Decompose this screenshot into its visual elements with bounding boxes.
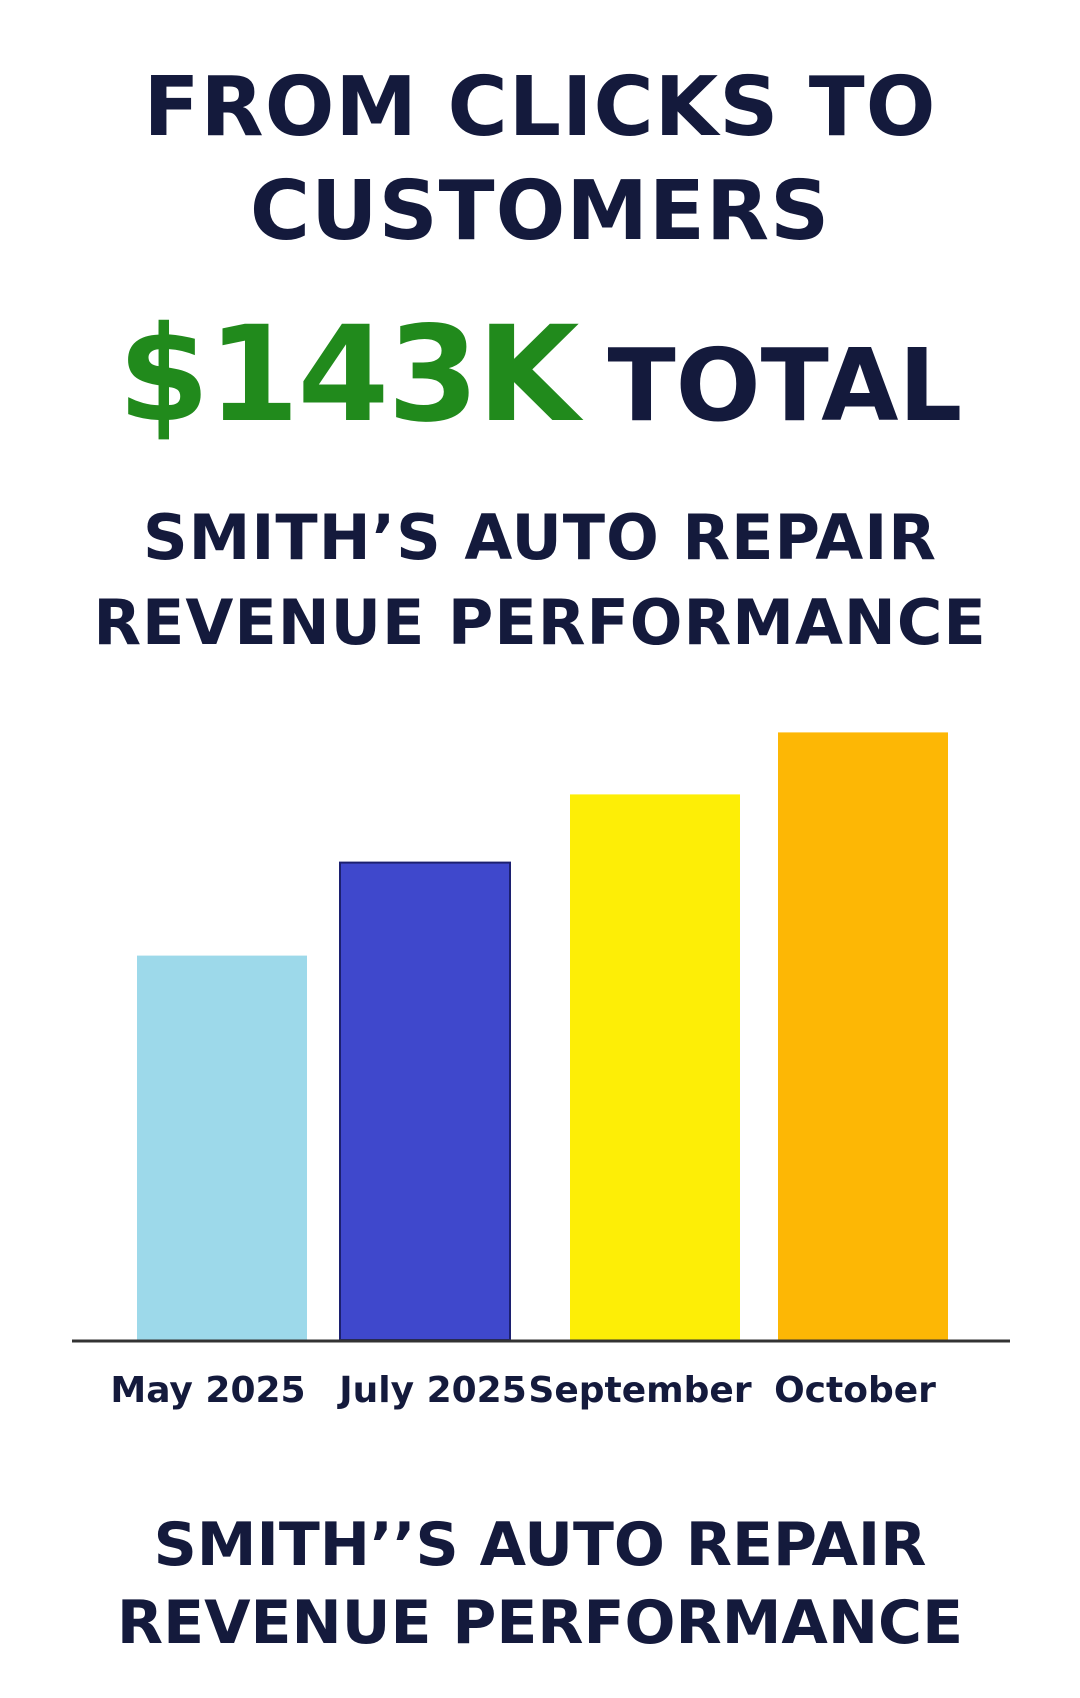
total-amount: $143K: [117, 298, 580, 452]
bar-may-2025: [137, 955, 307, 1340]
bar-september: [570, 794, 740, 1340]
headline-line-2: CUSTOMERS: [249, 164, 831, 259]
revenue-bar-chart: May 2025 July 2025 September October: [72, 732, 1010, 1411]
chart-title-line-1: SMITH’S AUTO REPAIR: [142, 501, 938, 574]
total-label: TOTAL: [607, 327, 963, 444]
bar-july-2025: [339, 861, 511, 1341]
x-tick-label: July 2025: [336, 1370, 527, 1411]
footer-line-2: REVENUE PERFORMANCE: [116, 1588, 964, 1658]
x-tick-label: October: [774, 1370, 936, 1411]
chart-title-line-2: REVENUE PERFORMANCE: [93, 586, 987, 659]
total-row: $143K TOTAL: [0, 300, 1080, 461]
bar-october: [778, 732, 948, 1340]
x-tick-label: September: [528, 1370, 751, 1411]
x-tick-label: May 2025: [110, 1370, 305, 1411]
headline-line-1: FROM CLICKS TO: [143, 60, 937, 155]
footer-line-1: SMITH’’S AUTO REPAIR: [153, 1510, 927, 1580]
